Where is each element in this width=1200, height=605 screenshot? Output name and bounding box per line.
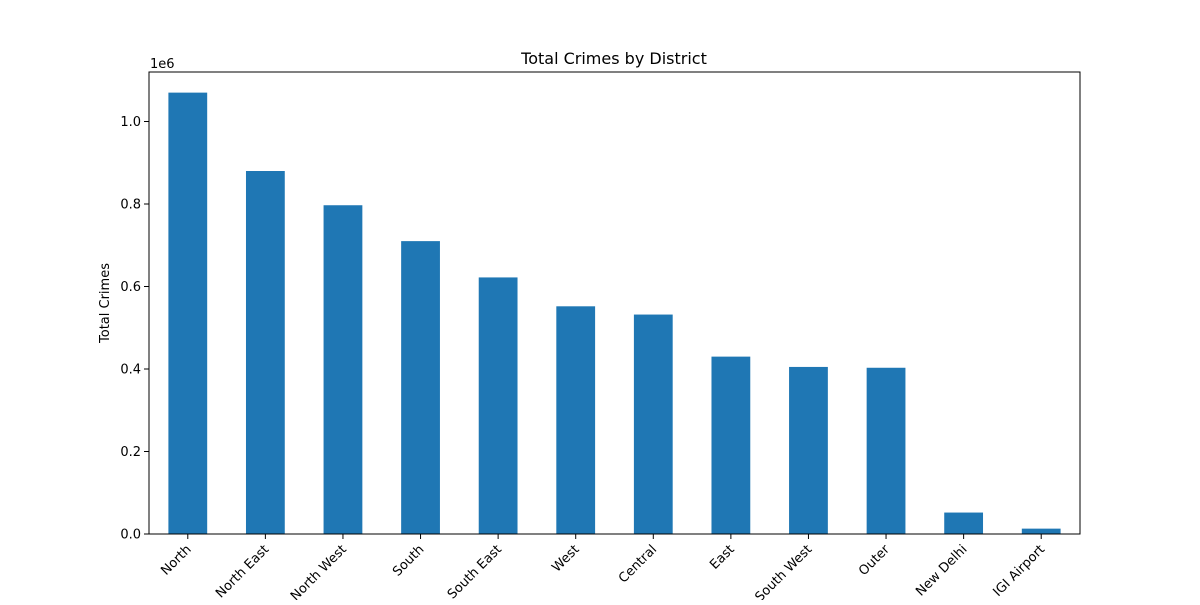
y-axis-label: Total Crimes [98, 263, 113, 344]
y-tick-label: 1.0 [120, 115, 141, 130]
x-tick-label-central: Central [616, 542, 660, 586]
x-tick-label-north: North [158, 542, 194, 578]
bar-central [633, 314, 673, 534]
bar-east [711, 356, 751, 534]
y-axis-ticks: 0.0 0.2 0.4 0.6 0.8 1.0 [120, 115, 149, 543]
chart-title: Total Crimes by District [520, 49, 707, 68]
y-tick-label: 0.8 [120, 198, 141, 213]
x-tick-label-north-west: North West [288, 542, 350, 600]
x-tick-label-west: West [549, 542, 582, 575]
x-tick-label-igi-airport: IGI Airport [990, 542, 1048, 600]
x-axis-ticks: North North East North West South South East… [158, 534, 1048, 605]
x-tick-label-south: South [390, 542, 427, 579]
bar-new-delhi [944, 512, 984, 534]
bars-group [168, 92, 1061, 535]
bar-south [401, 241, 440, 534]
bar-north-west [323, 205, 363, 535]
bar-north-east [245, 171, 285, 534]
y-tick-label: 0.0 [120, 528, 141, 543]
y-tick-label: 0.4 [120, 363, 141, 378]
x-tick-label-south-east: South East [445, 542, 505, 600]
x-tick-label-new-delhi: New Delhi [913, 542, 970, 599]
y-tick-label: 0.2 [120, 445, 141, 460]
y-tick-label: 0.6 [120, 280, 141, 295]
x-tick-label-north-east: North East [213, 542, 272, 600]
y-axis-scale-label: 1e6 [150, 57, 175, 72]
bar-south-east [478, 277, 518, 534]
bar-igi-airport [1021, 528, 1061, 534]
bar-outer [866, 367, 906, 534]
x-tick-label-outer: Outer [856, 542, 893, 579]
plot-frame [148, 71, 1081, 535]
bar-north [168, 92, 208, 534]
bar-south-west [789, 366, 828, 534]
x-tick-label-south-west: South West [752, 542, 815, 600]
x-tick-label-east: East [707, 542, 737, 572]
bar-west [556, 306, 596, 534]
